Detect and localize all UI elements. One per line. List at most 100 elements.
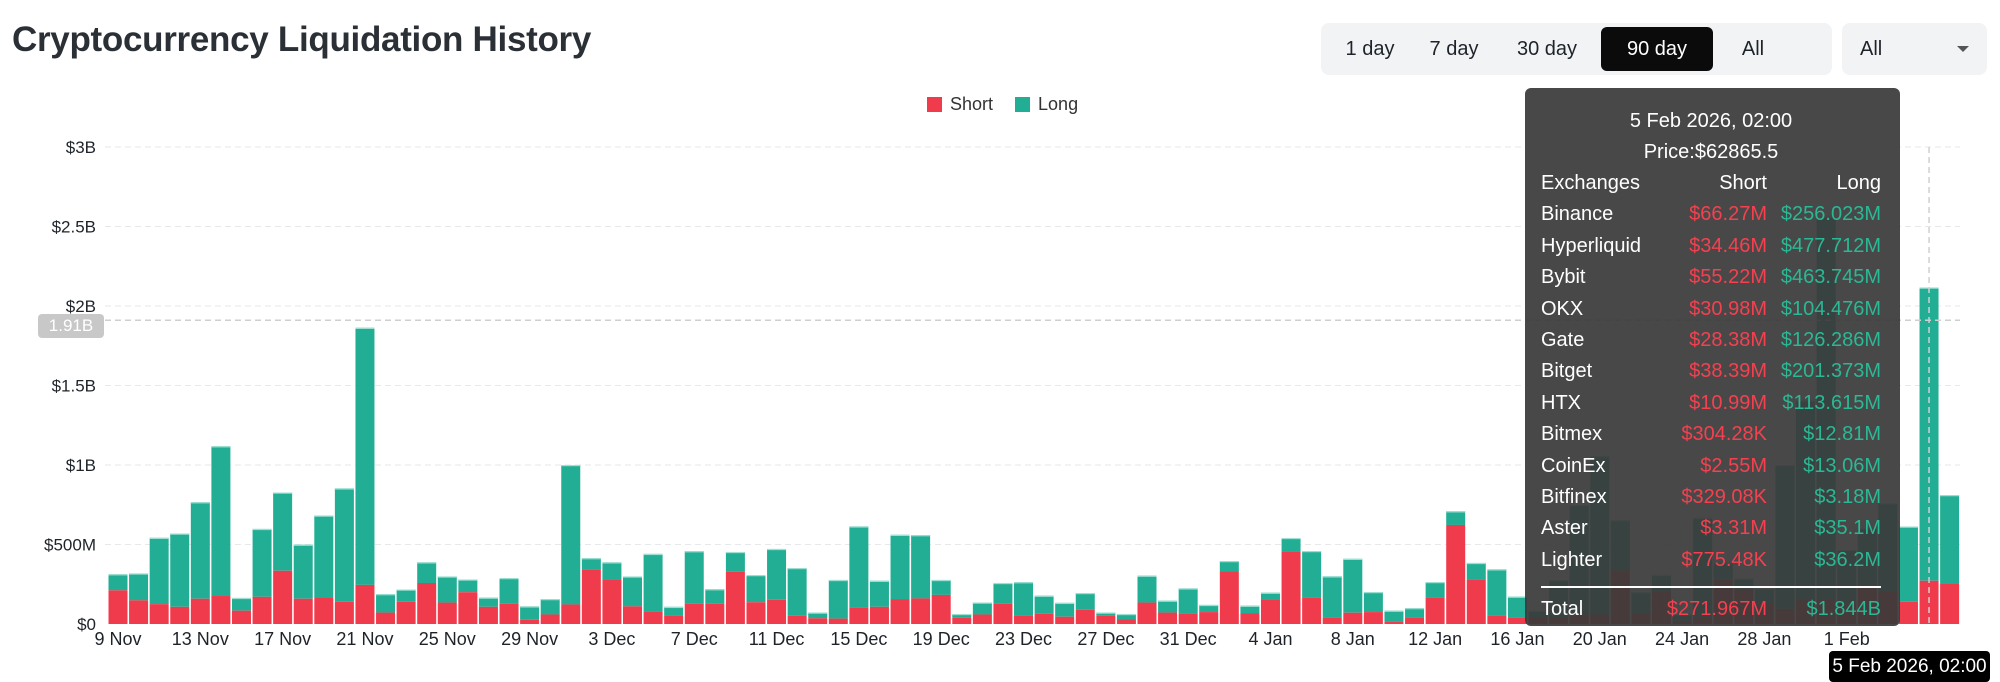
short-bar — [602, 579, 622, 624]
x-tick-label: 25 Nov — [419, 629, 476, 649]
long-bar-top — [1240, 605, 1260, 607]
long-bar-top — [1178, 588, 1198, 590]
short-bar — [129, 600, 149, 624]
long-bar-top — [1384, 610, 1404, 612]
exchange-select[interactable]: All — [1842, 23, 1987, 75]
long-bar — [1507, 596, 1527, 618]
short-bar — [890, 599, 910, 624]
long-bar-top — [108, 574, 128, 576]
header-exchanges: Exchanges — [1541, 172, 1640, 194]
short-bar — [376, 612, 396, 624]
range-1-day-button[interactable]: 1 day — [1345, 38, 1395, 60]
short-bar — [1302, 597, 1322, 624]
legend-item-long[interactable]: Long — [1015, 94, 1078, 115]
short-bar — [149, 604, 169, 624]
range-7-day-button[interactable]: 7 day — [1429, 38, 1479, 60]
long-bar — [499, 578, 519, 604]
long-bar-top — [849, 526, 869, 528]
tooltip-exchange: HTX — [1541, 391, 1581, 414]
long-bar — [767, 548, 787, 600]
long-bar-top — [314, 515, 334, 517]
short-bar — [1199, 612, 1219, 624]
long-bar-top — [952, 613, 972, 616]
long-bar-top — [1075, 592, 1095, 595]
tooltip-exchange: Aster — [1541, 517, 1588, 540]
crosshair-y-label: 1.91B — [38, 314, 104, 338]
total-long: $1.844B — [1806, 598, 1881, 621]
long-bar — [540, 599, 560, 615]
long-bar-top — [1343, 558, 1363, 561]
long-bar — [972, 602, 992, 615]
long-bar — [252, 528, 272, 597]
long-bar — [828, 579, 848, 619]
range-all-button[interactable]: All — [1741, 38, 1765, 60]
long-bar — [705, 589, 725, 604]
long-bar — [417, 562, 437, 583]
long-bar — [1240, 605, 1260, 614]
short-bar — [1014, 615, 1034, 624]
long-bar-top — [972, 602, 992, 604]
tooltip-exchange: Hyperliquid — [1541, 234, 1642, 257]
short-bar — [931, 594, 951, 624]
tooltip-row-hyperliquid: Hyperliquid $34.46M $477.712M — [1541, 231, 1881, 262]
long-bar — [1116, 613, 1136, 620]
long-bar-top — [746, 575, 766, 577]
long-bar-top — [1260, 592, 1280, 594]
tooltip-long: $113.615M — [1782, 391, 1881, 414]
long-bar — [1137, 575, 1157, 603]
long-bar-top — [376, 594, 396, 596]
long-bar-top — [643, 553, 663, 556]
legend-item-short[interactable]: Short — [927, 94, 993, 115]
tooltip-exchange: Binance — [1541, 203, 1614, 226]
long-bar — [355, 327, 375, 585]
long-bar-top — [396, 589, 416, 591]
x-tick-label: 13 Nov — [172, 629, 229, 649]
range-30-day-button[interactable]: 30 day — [1516, 38, 1578, 60]
long-bar-top — [273, 492, 293, 494]
tooltip-row-okx: OKX $30.98M $104.476M — [1541, 294, 1881, 325]
tooltip-exchange: Bitmex — [1541, 423, 1603, 446]
short-bar — [684, 603, 704, 624]
tooltip-divider — [1541, 586, 1881, 589]
long-bar-top — [293, 544, 313, 546]
long-bar — [293, 544, 313, 599]
long-bar — [623, 576, 642, 607]
long-bar-top — [931, 579, 951, 582]
short-bar — [1405, 617, 1425, 624]
long-bar-top — [129, 573, 149, 575]
long-bar-top — [623, 576, 642, 578]
short-bar — [1940, 583, 1960, 624]
range-90-day-button[interactable]: 90 day — [1601, 27, 1713, 71]
exchange-select-value: All — [1860, 37, 1883, 60]
x-tick-label: 4 Jan — [1248, 629, 1292, 649]
short-bar — [1137, 602, 1157, 624]
long-bar-top — [1116, 613, 1136, 616]
long-bar — [314, 515, 334, 598]
long-bar — [684, 551, 704, 604]
tooltip-short: $38.39M — [1689, 360, 1767, 383]
short-bar — [211, 596, 231, 624]
tooltip-short: $30.98M — [1689, 297, 1767, 320]
x-tick-label: 9 Nov — [94, 629, 141, 649]
long-bar-top — [252, 528, 272, 531]
long-bar-top — [1446, 511, 1466, 513]
long-bar — [993, 582, 1013, 604]
long-bar — [396, 589, 416, 602]
short-bar — [1898, 601, 1918, 624]
long-bar-top — [1219, 561, 1239, 563]
long-bar-top — [705, 589, 725, 591]
long-bar — [458, 579, 478, 593]
long-bar — [725, 551, 745, 572]
tooltip-long: $13.06M — [1803, 454, 1881, 477]
tooltip-price: Price:$62865.5 — [1643, 141, 1779, 163]
tooltip-short: $28.38M — [1689, 329, 1767, 352]
short-bar — [396, 601, 416, 624]
tooltip-exchange: Gate — [1541, 329, 1585, 352]
short-bar — [355, 584, 375, 624]
short-swatch — [927, 97, 942, 112]
tooltip-row-binance: Binance $66.27M $256.023M — [1541, 199, 1881, 230]
long-bar-top — [190, 502, 210, 504]
long-bar-top — [520, 606, 540, 608]
tooltip-long: $477.712M — [1780, 234, 1881, 257]
tooltip-row-bitmex: Bitmex $304.28K $12.81M — [1541, 419, 1881, 450]
